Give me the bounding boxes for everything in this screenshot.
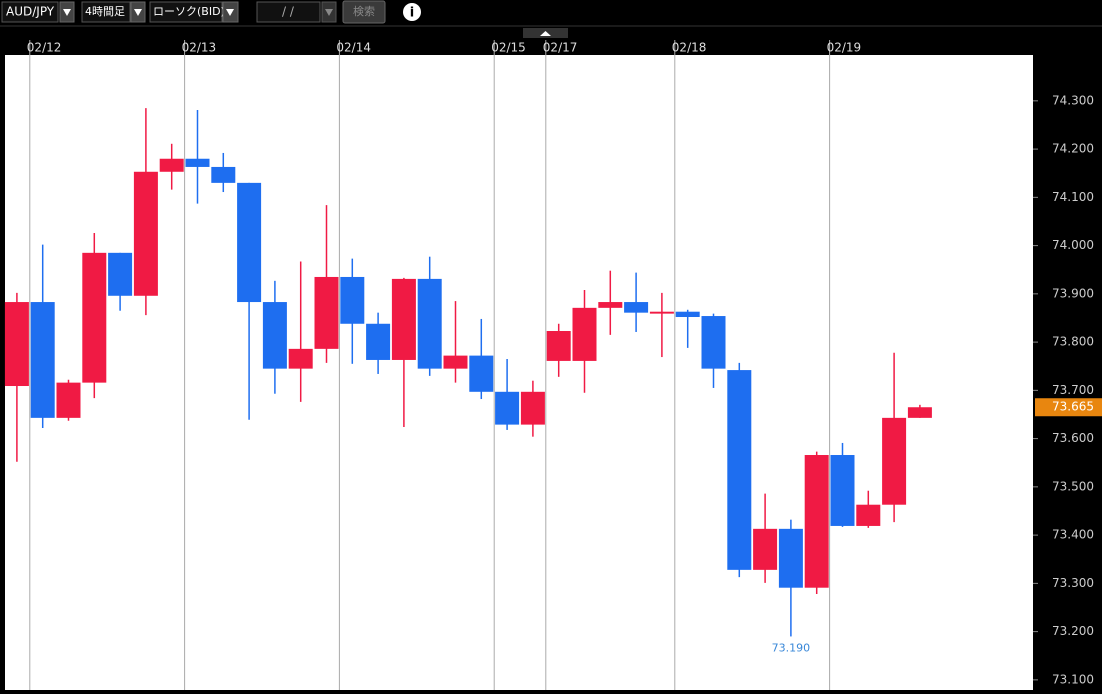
chart-kind-select[interactable] (149, 1, 223, 23)
toolbar: AUD/JPY 4時間足 ローソク(BID) / / 検索 i (1, 0, 421, 24)
candle-body (804, 455, 829, 588)
candle-body (598, 302, 623, 308)
date-input-text: / / (282, 5, 295, 19)
x-tick-label: 02/14 (336, 41, 371, 55)
candle-body (288, 348, 313, 369)
info-button[interactable] (403, 3, 421, 21)
candle-body (30, 302, 55, 418)
current-price-box (1035, 398, 1102, 417)
candle-body (417, 278, 442, 369)
candle-body (778, 528, 803, 588)
search-label: 検索 (353, 4, 375, 18)
y-tick-label: 73.500 (1052, 479, 1094, 493)
candle-body (624, 302, 649, 313)
date-input[interactable] (256, 1, 321, 23)
collapse-arrow (540, 31, 551, 36)
y-tick-label: 74.200 (1052, 142, 1094, 156)
candle-body (469, 355, 494, 392)
candle-body (520, 391, 545, 425)
candle-body (366, 323, 391, 360)
y-tick-label: 74.300 (1052, 93, 1094, 107)
dropdown-arrow (63, 9, 71, 16)
candle-body (185, 158, 210, 167)
x-tick-label: 02/17 (543, 41, 578, 55)
candle-body (701, 316, 726, 369)
candle-body (907, 407, 932, 418)
plot-area (5, 55, 1033, 690)
candle-body (830, 455, 855, 526)
candle-body (882, 417, 907, 505)
y-tick-label: 74.000 (1052, 238, 1094, 252)
candle-body (211, 166, 236, 183)
timeframe: 4時間足 (85, 5, 125, 18)
candle-body (856, 504, 881, 526)
low-annotation: 73.190 (772, 641, 811, 654)
candle-body (727, 370, 752, 570)
candle-body (753, 528, 778, 570)
y-tick-label: 73.300 (1052, 576, 1094, 590)
x-tick-label: 02/19 (827, 41, 862, 55)
y-tick-label: 73.100 (1052, 672, 1094, 686)
x-tick-label: 02/18 (672, 41, 707, 55)
candle-body (675, 311, 700, 318)
candle-body (495, 391, 520, 425)
search-button[interactable] (342, 0, 386, 24)
candle-body (443, 355, 468, 369)
y-tick-label: 73.600 (1052, 431, 1094, 445)
candle-body (4, 302, 29, 387)
dropdown-arrow (134, 9, 142, 16)
candle-body (391, 278, 416, 360)
y-tick-label: 74.100 (1052, 190, 1094, 204)
y-tick-label: 73.700 (1052, 383, 1094, 397)
dropdown-arrow (325, 9, 333, 16)
y-tick-label: 73.900 (1052, 286, 1094, 300)
candle-body (237, 182, 262, 303)
x-tick-label: 02/12 (27, 41, 62, 55)
candle-body (133, 171, 158, 296)
pair: AUD/JPY (6, 5, 55, 19)
candle-body (159, 158, 184, 172)
y-tick-label: 73.400 (1052, 528, 1094, 542)
info-icon: i (410, 6, 414, 21)
pair-select[interactable] (1, 1, 59, 23)
timeframe-select[interactable] (81, 1, 131, 23)
y-tick-label: 73.200 (1052, 624, 1094, 638)
candle-body (340, 276, 365, 324)
chart-kind: ローソク(BID) (153, 5, 225, 18)
x-tick-label: 02/15 (491, 41, 526, 55)
y-tick-label: 73.800 (1052, 335, 1094, 349)
x-tick-label: 02/13 (182, 41, 217, 55)
candle-body (572, 307, 597, 361)
current-price-label: 73.665 (1052, 400, 1094, 414)
dropdown-arrow (226, 9, 234, 16)
candle-body (649, 311, 674, 314)
candle-body (82, 252, 107, 383)
candle-body (108, 252, 133, 296)
candle-body (56, 382, 81, 418)
candle-body (262, 302, 287, 369)
candle-body (546, 331, 571, 361)
candle-body (314, 276, 339, 349)
